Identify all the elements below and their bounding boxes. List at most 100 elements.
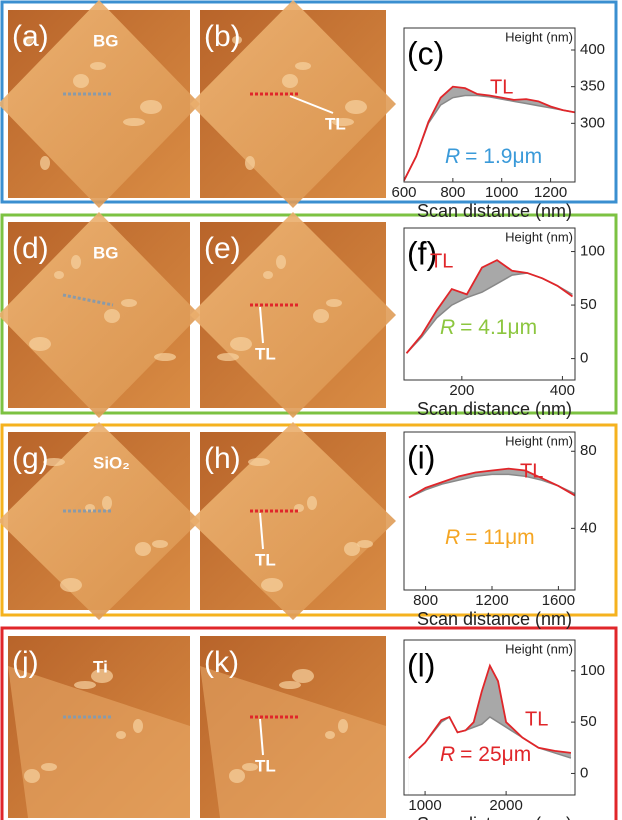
feature [123,118,145,126]
feature [29,337,51,351]
substrate-label: BG [93,243,119,262]
r-annotation: R= 25μm [440,743,531,766]
feature [71,255,81,269]
feature [152,540,168,548]
tl-annotation: TL [520,460,543,482]
r-annotation: R= 4.1μm [440,316,537,339]
x-tick-label: 800 [440,184,465,201]
r-symbol: R [445,145,460,168]
feature [326,299,342,307]
x-tick-label: 200 [449,382,474,399]
x-tick-label: 1200 [475,592,508,609]
x-tick-label: 1000 [485,184,518,201]
feature [345,100,367,114]
y-tick-label: 0 [580,764,588,781]
r-value: = 11μm [465,526,535,549]
tl-label: TL [325,114,346,133]
tl-annotation: TL [430,250,453,272]
feature [295,62,311,70]
feature [282,74,298,88]
feature [90,62,106,70]
feature [263,271,273,279]
feature [307,496,317,510]
panel-label: (i) [407,439,435,475]
panel-label: (g) [12,442,49,475]
feature [116,731,126,739]
y-tick-label: 350 [580,78,605,95]
x-axis-label: Scan distance (nm) [417,201,572,221]
figure: (a) BG (b) TL (d) BG (e) TL (g) SiO₂ (h) TL (j) Ti (k)… [0,0,622,820]
substrate-label: Ti [93,657,108,676]
y-axis-label: Height (nm) [505,433,573,448]
tl-label: TL [255,756,276,775]
feature [292,669,314,683]
feature [41,763,57,771]
feature [230,337,252,351]
x-axis-label: Scan distance (nm) [417,609,572,629]
panel-label: (b) [204,20,241,53]
feature [357,540,373,548]
substrate-label: BG [93,31,119,50]
y-tick-label: 100 [580,243,605,260]
y-tick-label: 300 [580,114,605,131]
r-value: = 25μm [460,743,531,766]
r-symbol: R [440,316,455,339]
feature [102,496,112,510]
panel-label: (e) [204,232,241,265]
feature [60,578,82,592]
x-tick-label: 1600 [542,592,575,609]
feature [276,255,286,269]
y-tick-label: 50 [580,713,597,730]
feature [229,769,245,783]
panel-label: (h) [204,442,241,475]
x-tick-label: 600 [391,184,416,201]
feature [121,299,137,307]
r-annotation: R= 11μm [445,526,535,549]
tl-annotation: TL [490,76,513,98]
y-axis-label: Height (nm) [505,229,573,244]
x-axis-label: Scan distance (nm) [417,399,572,419]
x-tick-label: 400 [550,382,575,399]
panel-label: (d) [12,232,49,265]
y-axis-label: Height (nm) [505,29,573,44]
tl-label: TL [255,344,276,363]
feature [325,731,335,739]
feature [279,681,301,689]
feature [140,100,162,114]
y-axis-label: Height (nm) [505,641,573,656]
feature [104,309,120,323]
r-annotation: R= 1.9μm [445,145,542,168]
panel-label: (l) [407,647,435,683]
feature [313,309,329,323]
feature [40,156,50,170]
feature [24,769,40,783]
y-tick-label: 100 [580,662,605,679]
feature [133,719,143,733]
r-symbol: R [440,743,455,766]
y-tick-label: 40 [580,519,597,536]
feature [54,271,64,279]
feature [248,458,270,466]
feature [245,156,255,170]
feature [135,542,151,556]
feature [74,681,96,689]
tl-label: TL [255,550,276,569]
x-tick-label: 1200 [534,184,567,201]
page: {"rows":[ {"images":[{"label":"(a)","tag… [0,0,622,820]
y-tick-label: 400 [580,41,605,58]
x-tick-label: 2000 [489,797,522,814]
r-symbol: R [445,526,460,549]
feature [154,353,176,361]
x-tick-label: 1000 [408,797,441,814]
r-value: = 1.9μm [465,145,542,168]
panel-label: (a) [12,20,49,53]
panel-label: (j) [12,646,39,679]
x-tick-label: 800 [413,592,438,609]
r-value: = 4.1μm [460,316,537,339]
panel-label: (k) [204,646,239,679]
feature [217,353,239,361]
substrate-label: SiO₂ [93,453,130,472]
panel-label: (c) [407,35,444,71]
feature [73,74,89,88]
feature [261,578,283,592]
